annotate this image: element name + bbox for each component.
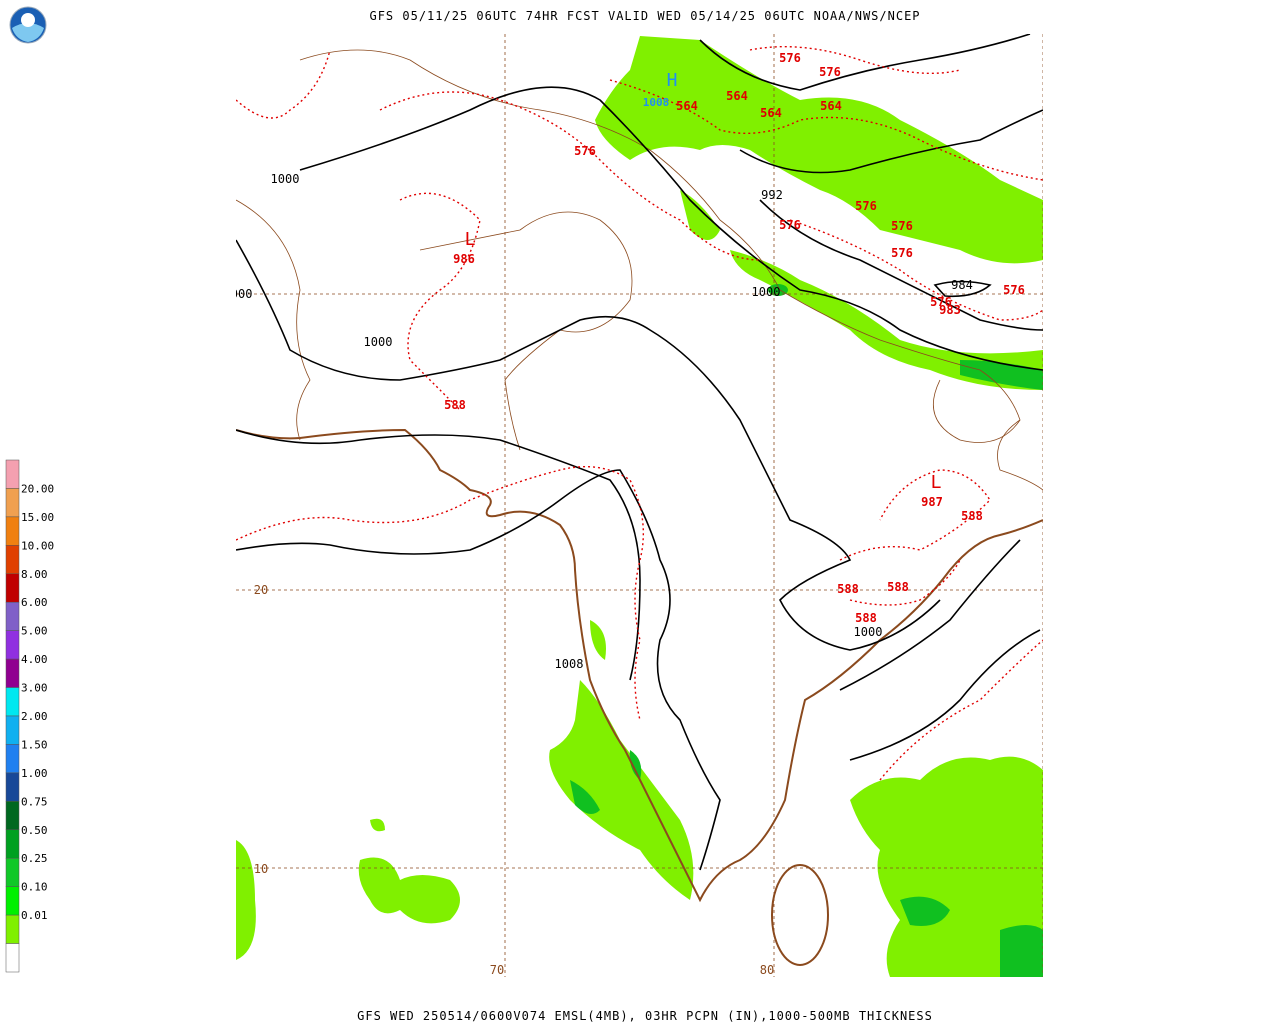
- legend-swatch: [5, 658, 20, 688]
- legend-label: 0.01: [21, 909, 48, 922]
- thickness-label: 564: [726, 89, 748, 103]
- legend-swatch: [5, 772, 20, 802]
- pressure-label: 984: [951, 278, 973, 292]
- longitude-label: 70: [490, 963, 504, 977]
- caption: GFS WED 250514/0600V074 EMSL(4MB), 03HR …: [357, 1009, 933, 1023]
- legend-label: 6.00: [21, 596, 48, 609]
- pressure-label: 1008: [555, 657, 584, 671]
- legend-label: 0.25: [21, 852, 48, 865]
- thickness-label: 564: [676, 99, 698, 113]
- legend-label: 4.00: [21, 653, 48, 666]
- thickness-label: 576: [574, 144, 596, 158]
- legend-label: 1.50: [21, 738, 48, 751]
- pressure-label: 1000: [752, 285, 781, 299]
- legend-swatch: [5, 687, 20, 717]
- legend-label: 1.00: [21, 767, 48, 780]
- noaa-logo: [9, 6, 47, 44]
- low-symbol: L: [465, 229, 476, 250]
- thickness-label: 576: [891, 246, 913, 260]
- thickness-lines: [236, 45, 1043, 781]
- latitude-label: 20: [254, 583, 268, 597]
- legend-label: 3.00: [21, 682, 48, 695]
- thickness-label: 576: [855, 199, 877, 213]
- legend-swatch: [5, 459, 20, 489]
- precipitation: [236, 36, 1043, 977]
- low-pressure-value: 987: [921, 495, 943, 509]
- thickness-label: 576: [819, 65, 841, 79]
- legend-swatch: [5, 630, 20, 660]
- legend-swatch: [5, 943, 20, 973]
- low-pressure-value: 986: [453, 252, 475, 266]
- latitude-label: 10: [254, 862, 268, 876]
- thickness-label: 588: [961, 509, 983, 523]
- thickness-label: 588: [855, 611, 877, 625]
- pressure-label: 992: [761, 188, 783, 202]
- legend-swatch: [5, 744, 20, 774]
- title: GFS 05/11/25 06UTC 74HR FCST VALID WED 0…: [369, 9, 920, 23]
- legend-swatch: [5, 886, 20, 916]
- legend-swatch: [5, 573, 20, 603]
- sri-lanka: [771, 864, 829, 966]
- pressure-label: 1000: [854, 625, 883, 639]
- legend-swatch: [5, 715, 20, 745]
- thickness-label: 588: [444, 398, 466, 412]
- longitude-label: 80: [760, 963, 774, 977]
- pressure-labels: 1000 1000 992 1000 984 1000 1008 1000: [224, 172, 973, 671]
- legend-swatch: [5, 545, 20, 575]
- legend-label: 15.00: [21, 511, 54, 524]
- thickness-label: 564: [760, 106, 782, 120]
- thickness-label: 576: [1003, 283, 1025, 297]
- legend-swatch: [5, 914, 20, 944]
- map: 576 576 564 564 564 564 576 576 576 576 …: [224, 34, 1043, 977]
- legend-label: 2.00: [21, 710, 48, 723]
- legend-label: 8.00: [21, 568, 48, 581]
- thickness-label: 588: [837, 582, 859, 596]
- legend: 20.00 15.00 10.00 8.00 6.00 5.00 4.00 3.00 2.00 1…: [5, 459, 54, 973]
- pressure-label: 1000: [271, 172, 300, 186]
- thickness-label: 588: [887, 580, 909, 594]
- thickness-label: 576: [779, 218, 801, 232]
- borders: [236, 49, 1043, 491]
- coastline: [236, 428, 1043, 903]
- high-symbol: H: [667, 70, 678, 91]
- legend-label: 20.00: [21, 482, 54, 495]
- low-symbol: L: [931, 472, 942, 493]
- legend-swatch: [5, 516, 20, 546]
- legend-swatch: [5, 857, 20, 887]
- legend-label: 10.00: [21, 539, 54, 552]
- thickness-label: 576: [779, 51, 801, 65]
- pressure-label: 1000: [364, 335, 393, 349]
- isobars: [236, 34, 1043, 871]
- high-value: 1008: [643, 96, 670, 109]
- thickness-label: 564: [820, 99, 842, 113]
- low-pressure-value: 983: [939, 303, 961, 317]
- legend-swatch: [5, 801, 20, 831]
- legend-swatch: [5, 488, 20, 518]
- thickness-label: 576: [891, 219, 913, 233]
- legend-label: 5.00: [21, 625, 48, 638]
- legend-swatch: [5, 601, 20, 631]
- legend-swatch: [5, 829, 20, 859]
- thickness-labels: 576 576 564 564 564 564 576 576 576 576 …: [444, 51, 1025, 625]
- legend-label: 0.50: [21, 824, 48, 837]
- thickness-label: 576: [930, 295, 952, 309]
- legend-label: 0.10: [21, 881, 48, 894]
- legend-label: 0.75: [21, 795, 48, 808]
- pressure-label: 1000: [224, 287, 253, 301]
